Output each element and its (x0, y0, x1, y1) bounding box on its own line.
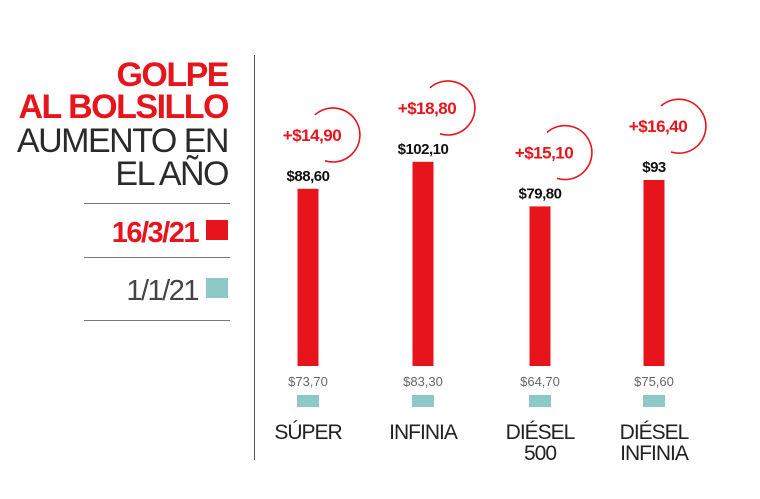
bar-value-label: $79,80 (519, 185, 562, 202)
category-label-line: INFINIA (620, 442, 689, 465)
increase-arc (660, 98, 707, 154)
category-label-line: SÚPER (274, 421, 342, 444)
category-label-line: DIÉSEL (505, 421, 576, 444)
title-line-2: AL BOLSILLO (18, 88, 229, 126)
legend-swatch-previous (206, 278, 228, 298)
increase-label: +$18,80 (398, 99, 456, 118)
bar-current (643, 180, 665, 366)
previous-marker (412, 395, 434, 407)
increase-label: +$16,40 (629, 117, 687, 136)
bar-current (529, 206, 551, 366)
previous-marker (529, 395, 551, 407)
title-line-1: GOLPE (116, 56, 229, 94)
category-label-line: 500 (523, 442, 557, 465)
divider (84, 203, 230, 204)
increase-label: +$14,90 (283, 126, 341, 145)
bar-value-label: $93 (642, 159, 666, 176)
legend-label-previous: 1/1/21 (126, 275, 199, 307)
vertical-divider (254, 55, 255, 460)
increase-label: +$15,10 (515, 143, 573, 162)
subtitle-line-1: AUMENTO EN (16, 122, 230, 160)
bar-value-label: $102,10 (398, 141, 449, 158)
subtitle-line-2: EL AÑO (115, 155, 229, 193)
previous-value-label: $75,60 (634, 374, 674, 389)
divider (84, 257, 230, 258)
category-label: INFINIA (389, 421, 458, 444)
legend-swatch-current (206, 220, 228, 240)
bar-value-label: $88,60 (287, 168, 330, 185)
previous-value-label: $64,70 (520, 374, 560, 389)
divider (84, 320, 230, 321)
previous-value-label: $83,30 (403, 374, 443, 389)
category-label: DIÉSEL INFINIA (619, 421, 690, 465)
category-label-line: DIÉSEL (619, 421, 690, 444)
bar-current (297, 188, 319, 366)
category-label: SÚPER (274, 421, 342, 444)
increase-arc (314, 107, 361, 163)
increase-arc (429, 80, 476, 136)
legend-label-current: 16/3/21 (111, 217, 200, 249)
previous-marker (297, 395, 319, 407)
previous-value-label: $73,70 (288, 374, 328, 389)
increase-arc (546, 124, 593, 181)
previous-marker (643, 395, 665, 407)
bar-current (412, 161, 434, 366)
category-label-line: INFINIA (389, 421, 458, 444)
category-label: DIÉSEL 500 (505, 421, 576, 465)
